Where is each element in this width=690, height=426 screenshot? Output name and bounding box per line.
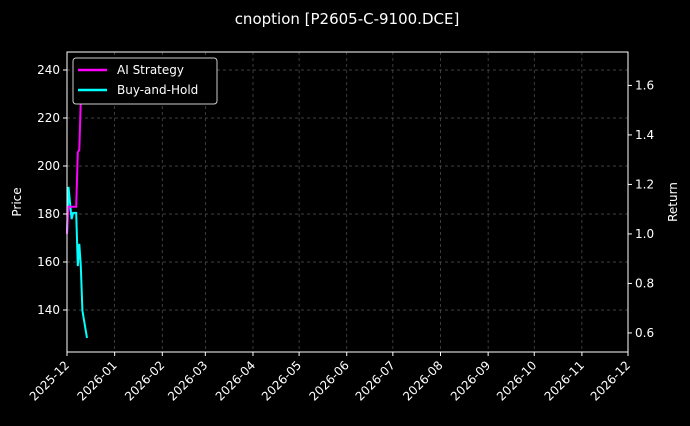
x-tick-label: 2026-12 (588, 358, 633, 403)
y-left-label: Price (10, 187, 24, 216)
series-group (66, 65, 88, 339)
legend-label: Buy-and-Hold (117, 83, 198, 97)
y-right-tick-label: 1.0 (635, 227, 654, 241)
legend-box (72, 57, 218, 105)
x-tick-label: 2026-06 (306, 358, 351, 403)
x-tick-label: 2026-03 (165, 358, 210, 403)
y-left-tick-label: 240 (37, 63, 60, 77)
series-line-buy-and-hold (66, 186, 88, 339)
x-tick-label: 2026-08 (400, 358, 445, 403)
x-tick-label: 2026-04 (213, 358, 258, 403)
x-tick-label: 2026-01 (74, 358, 119, 403)
x-tick-label: 2026-02 (122, 358, 167, 403)
y-left-tick-label: 140 (37, 303, 60, 317)
x-tick-label: 2026-11 (542, 358, 587, 403)
y-left-tick-label: 220 (37, 111, 60, 125)
y-right-tick-label: 1.6 (635, 78, 654, 92)
x-tick-label: 2025-12 (27, 358, 72, 403)
y-right-label: Return (666, 182, 680, 222)
y-right-tick-label: 0.6 (635, 326, 654, 340)
y-left-tick-label: 180 (37, 207, 60, 221)
chart-title: cnoption [P2605-C-9100.DCE] (235, 10, 460, 28)
y-right-tick-label: 1.4 (635, 128, 654, 142)
series-line-ai-strategy (66, 65, 84, 234)
legend: AI Strategy Buy-and-Hold (72, 57, 218, 105)
y-left-tick-label: 200 (37, 159, 60, 173)
x-tick-label: 2026-05 (259, 358, 304, 403)
y-right-tick-label: 1.2 (635, 177, 654, 191)
plot-frame (66, 51, 629, 353)
legend-label: AI Strategy (117, 63, 184, 77)
x-tick-label: 2026-07 (353, 358, 398, 403)
y-left-tick-label: 160 (37, 255, 60, 269)
x-tick-label: 2026-09 (448, 358, 493, 403)
y-right-tick-label: 0.8 (635, 276, 654, 290)
x-tick-label: 2026-10 (494, 358, 539, 403)
